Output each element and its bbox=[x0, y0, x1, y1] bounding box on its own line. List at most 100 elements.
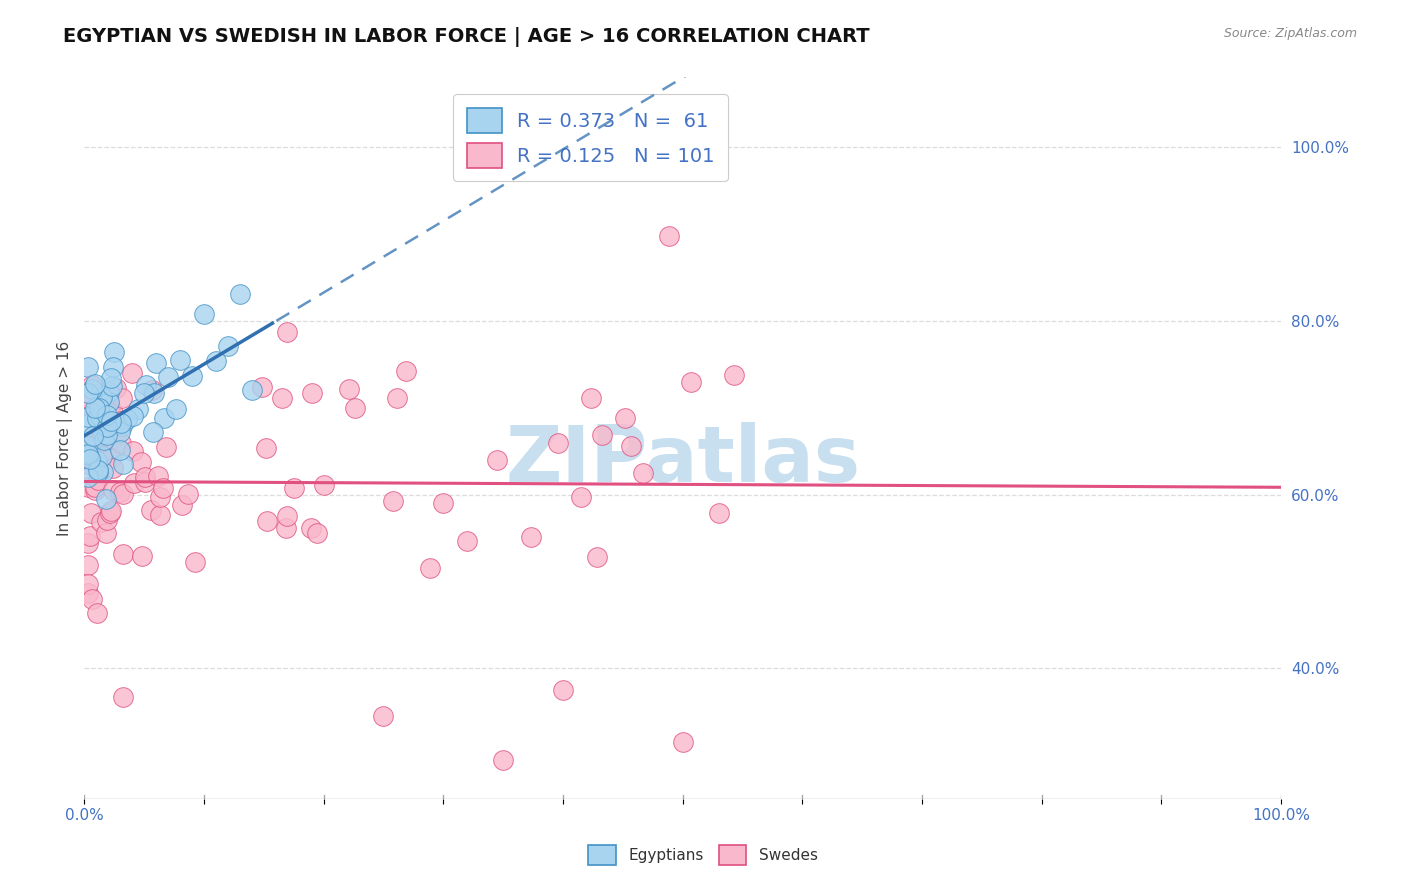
Point bbox=[84, 403, 107, 417]
Point bbox=[520, 531, 543, 545]
Point bbox=[276, 509, 298, 524]
Text: Source: ZipAtlas.com: Source: ZipAtlas.com bbox=[1223, 27, 1357, 40]
Point bbox=[82, 592, 104, 607]
Point bbox=[93, 466, 115, 480]
Point bbox=[77, 447, 100, 461]
Point bbox=[91, 390, 114, 404]
Point bbox=[301, 385, 323, 400]
Point bbox=[614, 410, 637, 425]
Point bbox=[98, 506, 121, 520]
Point bbox=[551, 683, 574, 698]
Point bbox=[142, 386, 165, 401]
Point bbox=[672, 735, 695, 749]
Point bbox=[96, 426, 118, 441]
Point bbox=[80, 378, 103, 392]
Point bbox=[142, 425, 165, 439]
Point bbox=[77, 558, 100, 573]
Point bbox=[108, 442, 131, 457]
Point bbox=[217, 339, 239, 353]
Point bbox=[100, 371, 122, 385]
Point bbox=[122, 409, 145, 423]
Point bbox=[569, 490, 592, 504]
Point bbox=[115, 412, 138, 426]
Y-axis label: In Labor Force | Age > 16: In Labor Force | Age > 16 bbox=[58, 341, 73, 536]
Point bbox=[101, 460, 124, 475]
Point bbox=[87, 401, 110, 416]
Point bbox=[79, 451, 101, 466]
Point bbox=[134, 475, 156, 490]
Point bbox=[79, 434, 101, 449]
Point bbox=[165, 402, 187, 417]
Point bbox=[141, 384, 163, 398]
Point bbox=[314, 478, 336, 492]
Point bbox=[104, 381, 127, 395]
Point bbox=[77, 576, 100, 591]
Point bbox=[307, 525, 329, 540]
Point bbox=[87, 465, 110, 479]
Point bbox=[84, 377, 107, 392]
Point bbox=[86, 606, 108, 620]
Point bbox=[77, 398, 100, 412]
Point bbox=[77, 392, 100, 407]
Point bbox=[723, 368, 745, 382]
Point bbox=[337, 382, 360, 396]
Point bbox=[98, 400, 121, 414]
Point bbox=[581, 391, 603, 405]
Legend: R = 0.373   N =  61, R = 0.125   N = 101: R = 0.373 N = 61, R = 0.125 N = 101 bbox=[453, 95, 728, 181]
Point bbox=[432, 496, 454, 510]
Point bbox=[98, 425, 121, 440]
Point bbox=[96, 525, 118, 540]
Point bbox=[91, 450, 114, 464]
Point bbox=[256, 514, 278, 528]
Point bbox=[98, 446, 121, 460]
Point bbox=[155, 440, 177, 454]
Point bbox=[100, 414, 122, 428]
Point bbox=[419, 561, 441, 575]
Point bbox=[707, 506, 730, 520]
Point bbox=[86, 454, 108, 468]
Point bbox=[77, 480, 100, 494]
Point bbox=[87, 434, 110, 449]
Point bbox=[84, 401, 107, 416]
Text: EGYPTIAN VS SWEDISH IN LABOR FORCE | AGE > 16 CORRELATION CHART: EGYPTIAN VS SWEDISH IN LABOR FORCE | AGE… bbox=[63, 27, 870, 46]
Point bbox=[108, 484, 131, 499]
Point bbox=[157, 369, 180, 384]
Point bbox=[86, 473, 108, 487]
Point bbox=[131, 549, 153, 563]
Point bbox=[87, 409, 110, 423]
Point bbox=[103, 406, 125, 420]
Point bbox=[96, 420, 118, 434]
Point bbox=[100, 379, 122, 393]
Point bbox=[152, 411, 174, 425]
Point bbox=[127, 402, 149, 417]
Point bbox=[86, 410, 108, 425]
Point bbox=[93, 412, 115, 426]
Point bbox=[89, 444, 111, 458]
Point bbox=[343, 401, 366, 416]
Point bbox=[122, 443, 145, 458]
Point bbox=[111, 487, 134, 501]
Point bbox=[373, 709, 395, 723]
Point bbox=[91, 454, 114, 468]
Point bbox=[77, 359, 100, 374]
Point bbox=[110, 414, 132, 428]
Point bbox=[169, 352, 191, 367]
Point bbox=[193, 307, 215, 321]
Legend: Egyptians, Swedes: Egyptians, Swedes bbox=[582, 839, 824, 871]
Point bbox=[77, 455, 100, 469]
Point bbox=[276, 326, 298, 340]
Point bbox=[79, 458, 101, 472]
Point bbox=[91, 425, 114, 440]
Point bbox=[77, 386, 100, 401]
Point bbox=[110, 425, 132, 439]
Point bbox=[79, 529, 101, 543]
Point bbox=[681, 375, 703, 389]
Point bbox=[104, 425, 127, 440]
Point bbox=[129, 455, 152, 469]
Point bbox=[149, 508, 172, 522]
Point bbox=[229, 287, 252, 301]
Point bbox=[77, 444, 100, 458]
Point bbox=[77, 470, 100, 484]
Point bbox=[90, 453, 112, 467]
Point bbox=[77, 585, 100, 599]
